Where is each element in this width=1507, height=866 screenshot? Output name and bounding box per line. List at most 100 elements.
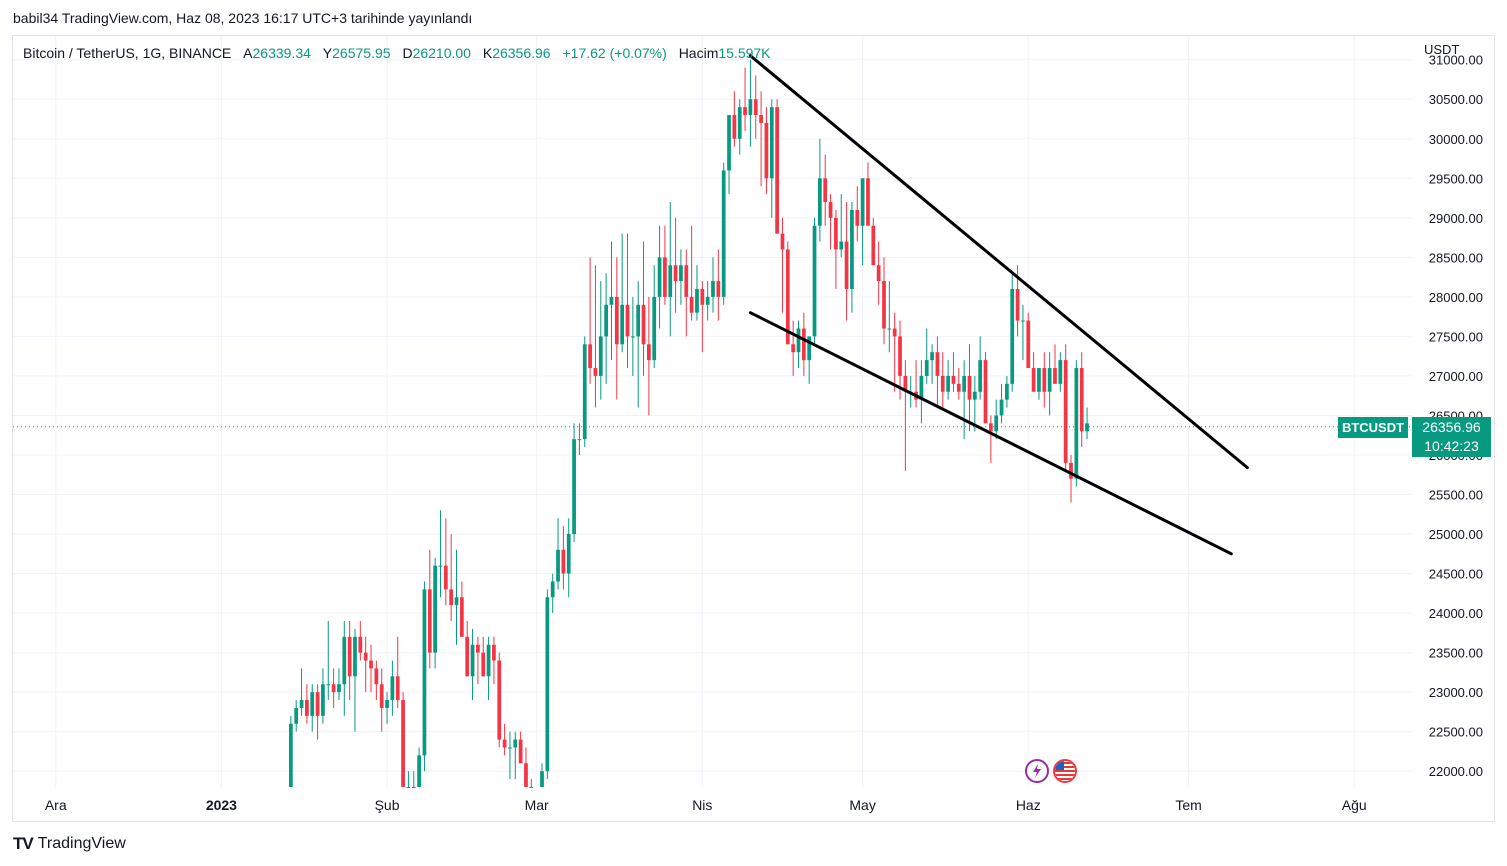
candle-body bbox=[796, 328, 801, 353]
candle-body bbox=[636, 304, 641, 337]
price-tick-label: 29000.00 bbox=[1429, 211, 1483, 226]
candle-body bbox=[529, 787, 534, 788]
time-axis[interactable]: Ara 2023 Şub Mar Nis May Haz Tem Ağu bbox=[45, 797, 1367, 813]
candle-body bbox=[684, 265, 689, 297]
candle-body bbox=[443, 565, 448, 590]
candle-body bbox=[769, 107, 774, 179]
candle-body bbox=[625, 304, 630, 337]
price-tick-label: 24000.00 bbox=[1429, 606, 1483, 621]
candle-body bbox=[956, 383, 961, 392]
time-tick-label: Tem bbox=[1175, 797, 1201, 813]
time-tick-label: May bbox=[849, 797, 875, 813]
candle-body bbox=[508, 747, 512, 749]
symbol-title[interactable]: Bitcoin / TetherUS, 1G, BINANCE bbox=[23, 45, 232, 61]
candle-body bbox=[1015, 288, 1020, 321]
candle-body bbox=[417, 755, 421, 787]
us-flag-icon[interactable] bbox=[1053, 759, 1077, 783]
brand-name: TradingView bbox=[37, 835, 126, 852]
candle-body bbox=[1021, 320, 1025, 322]
candle-body bbox=[582, 344, 587, 440]
candle-body bbox=[988, 423, 993, 432]
candle-body bbox=[310, 692, 315, 716]
candle-body bbox=[775, 107, 779, 234]
candle-body bbox=[379, 684, 384, 708]
price-tick-label: 25000.00 bbox=[1429, 527, 1483, 542]
time-tick-label: Mar bbox=[525, 797, 549, 813]
candle-body bbox=[620, 304, 625, 345]
candle-body bbox=[716, 281, 721, 297]
candle-body bbox=[871, 225, 876, 266]
candle-body bbox=[561, 549, 566, 574]
tradingview-branding[interactable]: TV TradingView bbox=[13, 834, 126, 854]
price-tick-label: 27000.00 bbox=[1429, 369, 1483, 384]
candle-body bbox=[385, 700, 389, 708]
candle-body bbox=[390, 676, 395, 701]
grid bbox=[13, 36, 1413, 787]
candle-body bbox=[470, 644, 475, 677]
candle-body bbox=[700, 288, 705, 305]
candle-body bbox=[315, 692, 320, 716]
candle-body bbox=[353, 636, 357, 677]
candle-body bbox=[540, 771, 544, 787]
candle-body bbox=[972, 391, 977, 400]
candle-body bbox=[834, 217, 838, 250]
candle-body bbox=[572, 439, 576, 535]
candle-body bbox=[363, 652, 368, 661]
candle-body bbox=[1079, 368, 1084, 432]
candle-body bbox=[780, 233, 785, 250]
candle-body bbox=[550, 581, 555, 598]
candle-body bbox=[951, 375, 956, 384]
lightning-icon[interactable] bbox=[1025, 759, 1049, 783]
candle-body bbox=[711, 281, 715, 297]
candle-body bbox=[1085, 423, 1089, 432]
candle-body bbox=[935, 352, 940, 376]
candle-body bbox=[807, 336, 812, 361]
candle-body bbox=[657, 257, 662, 297]
candle-body bbox=[748, 99, 753, 116]
candle-body bbox=[1047, 368, 1052, 392]
price-tick-label: 22500.00 bbox=[1429, 725, 1483, 740]
price-tick-label: 27500.00 bbox=[1429, 329, 1483, 344]
candle-body bbox=[876, 265, 881, 282]
last-price-tag: 26356.96 10:42:23 bbox=[1412, 416, 1491, 457]
currency-label[interactable]: USDT bbox=[1424, 42, 1460, 57]
price-tick-label: 22000.00 bbox=[1429, 764, 1483, 779]
candle-body bbox=[604, 304, 608, 337]
price-tick-label: 25500.00 bbox=[1429, 488, 1483, 503]
candle-body bbox=[1063, 360, 1068, 463]
price-axis[interactable]: 22000.00 22500.00 23000.00 23500.00 24000.00… bbox=[1429, 53, 1483, 779]
price-tick-label: 28000.00 bbox=[1429, 290, 1483, 305]
candle-body bbox=[663, 257, 667, 297]
candle-body bbox=[705, 296, 710, 305]
time-tick-label: Ara bbox=[45, 797, 67, 813]
candle-body bbox=[1053, 368, 1057, 384]
trendlines[interactable] bbox=[748, 54, 1249, 556]
candle-body bbox=[967, 375, 972, 400]
close-label: K bbox=[482, 45, 493, 61]
candle-body bbox=[459, 597, 464, 637]
candle-body bbox=[337, 684, 341, 693]
candle-body bbox=[855, 209, 860, 226]
candle-body bbox=[1026, 320, 1031, 369]
candle-body bbox=[641, 304, 646, 345]
candle-body bbox=[828, 202, 833, 218]
candle-body bbox=[347, 636, 352, 677]
candle-body bbox=[866, 178, 870, 226]
candle-body bbox=[299, 700, 304, 708]
high-value: 26575.95 bbox=[332, 45, 391, 61]
time-tick-label: Nis bbox=[692, 797, 712, 813]
candle-body bbox=[801, 328, 806, 361]
price-tick-label: 23000.00 bbox=[1429, 685, 1483, 700]
candle-body bbox=[919, 375, 924, 400]
candle-body bbox=[924, 360, 929, 376]
candle-body bbox=[518, 739, 523, 764]
candle-body bbox=[903, 375, 908, 392]
high-label: Y bbox=[322, 45, 333, 61]
change-value: +17.62 (+0.07%) bbox=[562, 45, 667, 61]
candle-body bbox=[860, 178, 865, 226]
candle-body bbox=[598, 336, 603, 376]
candle-body bbox=[753, 99, 758, 116]
candle-body bbox=[566, 534, 571, 574]
candle-body bbox=[689, 296, 694, 313]
